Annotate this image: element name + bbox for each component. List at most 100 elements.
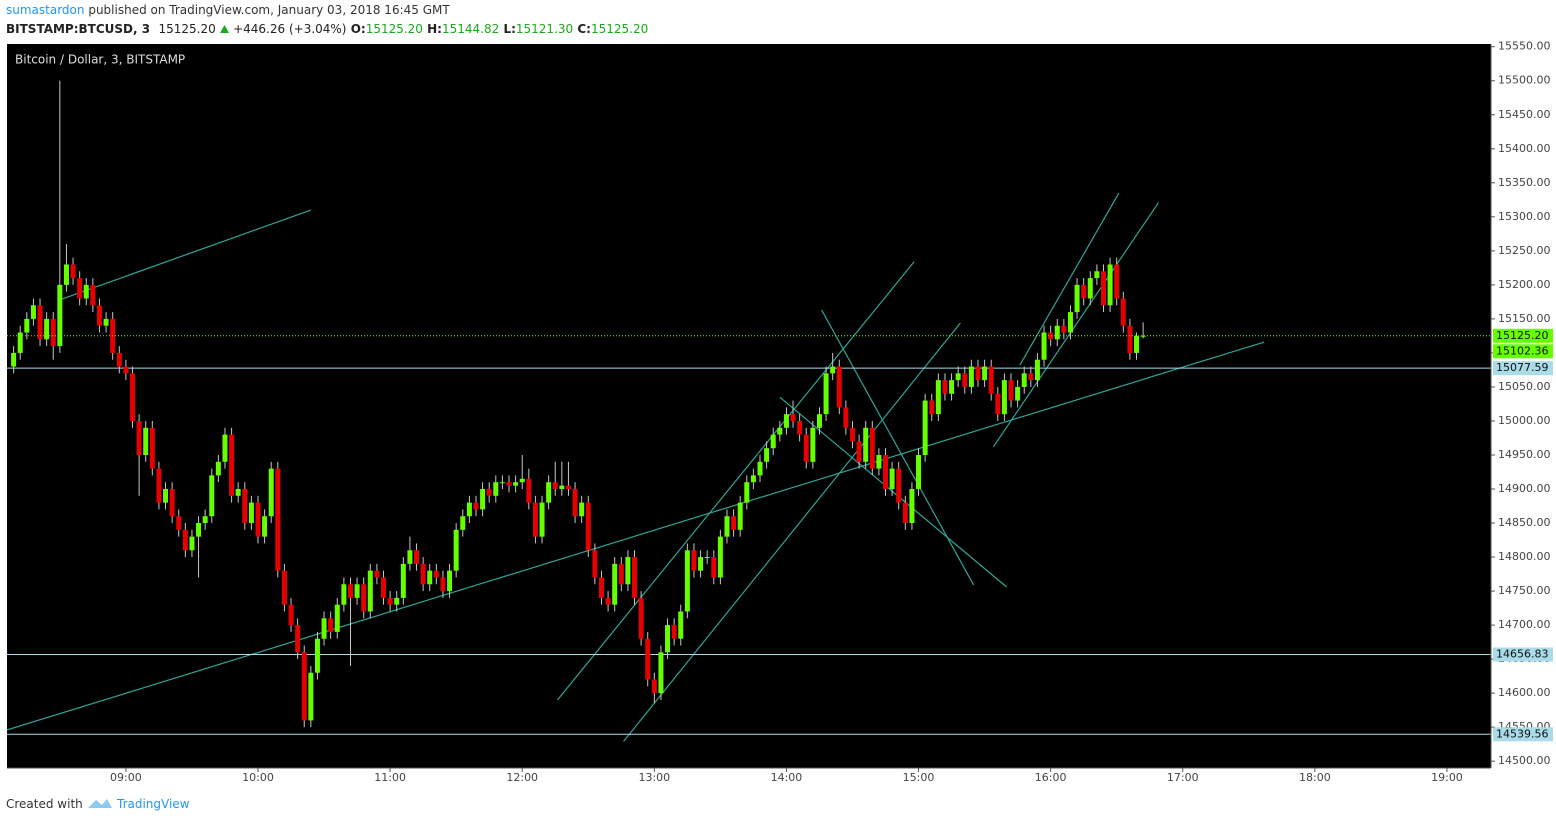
candle-body — [539, 502, 545, 537]
candle-body — [169, 489, 175, 517]
candle-body — [427, 570, 433, 585]
marker-price-box — [1493, 344, 1553, 359]
candle-body — [612, 563, 618, 605]
x-tick-label: 09:00 — [110, 771, 142, 784]
candle-body — [982, 366, 988, 381]
trend-line — [59, 209, 312, 301]
x-tick-label: 15:00 — [903, 771, 935, 784]
candle-body — [704, 557, 710, 559]
h-label: H: — [427, 22, 442, 36]
candle-body — [698, 557, 704, 571]
candle-body — [209, 475, 215, 517]
candle-body — [519, 478, 525, 483]
candle-body — [598, 577, 604, 598]
candle-body — [103, 318, 109, 326]
candle-body — [764, 448, 770, 462]
candle-body — [1021, 373, 1027, 387]
candle-body — [737, 502, 743, 530]
hline-label: 14539.56 — [1496, 727, 1549, 740]
candle-body — [440, 577, 446, 592]
candle-body — [295, 625, 301, 653]
hline-label: 15077.59 — [1496, 361, 1549, 374]
footer-text: Created with — [6, 797, 83, 811]
candle-body — [136, 420, 142, 455]
candle-body — [645, 638, 651, 680]
hline-label: 14656.83 — [1496, 647, 1549, 660]
candle-body — [902, 502, 908, 524]
trend-line — [556, 261, 915, 701]
y-tick-label: 15450.00 — [1498, 108, 1551, 121]
candle-body — [281, 570, 287, 605]
candle-body — [823, 373, 829, 415]
author[interactable]: sumastardon — [6, 3, 85, 17]
candle-body — [275, 468, 281, 571]
candle-body — [942, 380, 948, 394]
candle-body — [248, 502, 254, 524]
trend-line — [821, 309, 975, 586]
candle-body — [63, 264, 69, 285]
candle-body — [354, 584, 360, 598]
y-tick-label: 15500.00 — [1498, 74, 1551, 87]
candle-body — [314, 638, 320, 673]
candle-body — [935, 380, 941, 415]
c-value: 15125.20 — [590, 22, 649, 36]
candle-body — [17, 332, 23, 353]
brand-logo — [88, 799, 112, 808]
candle-body — [1067, 312, 1073, 333]
candle-body — [499, 482, 505, 484]
candle-body — [453, 529, 459, 571]
candle-body — [744, 482, 750, 503]
candle-body — [1008, 380, 1014, 401]
candle-body — [123, 366, 129, 374]
candle-body — [37, 305, 43, 340]
y-tick-label: 14750.00 — [1498, 584, 1551, 597]
candle-body — [96, 305, 102, 326]
candle-body — [559, 485, 565, 490]
candle-body — [883, 454, 889, 490]
candle-body — [750, 475, 756, 483]
candle-body — [513, 482, 519, 486]
footer-brand[interactable]: TradingView — [117, 797, 190, 811]
plot-background — [7, 44, 1491, 768]
candle-body — [579, 502, 585, 517]
candle-body — [182, 529, 188, 551]
candle-body — [70, 264, 76, 279]
y-tick-label: 15000.00 — [1498, 414, 1551, 427]
candle-body — [328, 618, 334, 632]
candle-body — [1054, 325, 1060, 340]
candle-body — [229, 434, 235, 496]
candle-body — [189, 536, 195, 551]
candle-body — [770, 434, 776, 449]
candle-body — [1127, 325, 1133, 353]
y-tick-label: 15150.00 — [1498, 312, 1551, 325]
candle-body — [11, 352, 17, 367]
candle-body — [176, 516, 182, 530]
hline-box — [1493, 727, 1553, 742]
candle-body — [262, 516, 268, 537]
axes: 14500.0014550.0014600.0014650.0014700.00… — [110, 40, 1553, 784]
y-tick-label: 14600.00 — [1498, 686, 1551, 699]
candle-body — [968, 366, 974, 387]
y-tick-label: 15200.00 — [1498, 278, 1551, 291]
candle-body — [849, 427, 855, 442]
candle-body — [420, 563, 426, 585]
candle-body — [843, 407, 849, 428]
candle-body — [916, 454, 922, 490]
o-value: 15125.20 — [365, 22, 423, 36]
candle-body — [1114, 264, 1120, 299]
candle-body — [632, 557, 638, 598]
candle-body — [361, 584, 367, 612]
candle-body — [215, 461, 221, 476]
candle-body — [1120, 298, 1126, 326]
candle-body — [341, 584, 347, 605]
candle-body — [308, 672, 314, 721]
candle-body — [572, 489, 578, 517]
candle-body — [374, 570, 380, 578]
candle-body — [433, 570, 439, 578]
candle-body — [50, 318, 56, 347]
y-tick-label: 15350.00 — [1498, 176, 1551, 189]
candle-body — [651, 679, 657, 694]
candle-body — [665, 625, 671, 653]
candle-body — [585, 502, 591, 551]
